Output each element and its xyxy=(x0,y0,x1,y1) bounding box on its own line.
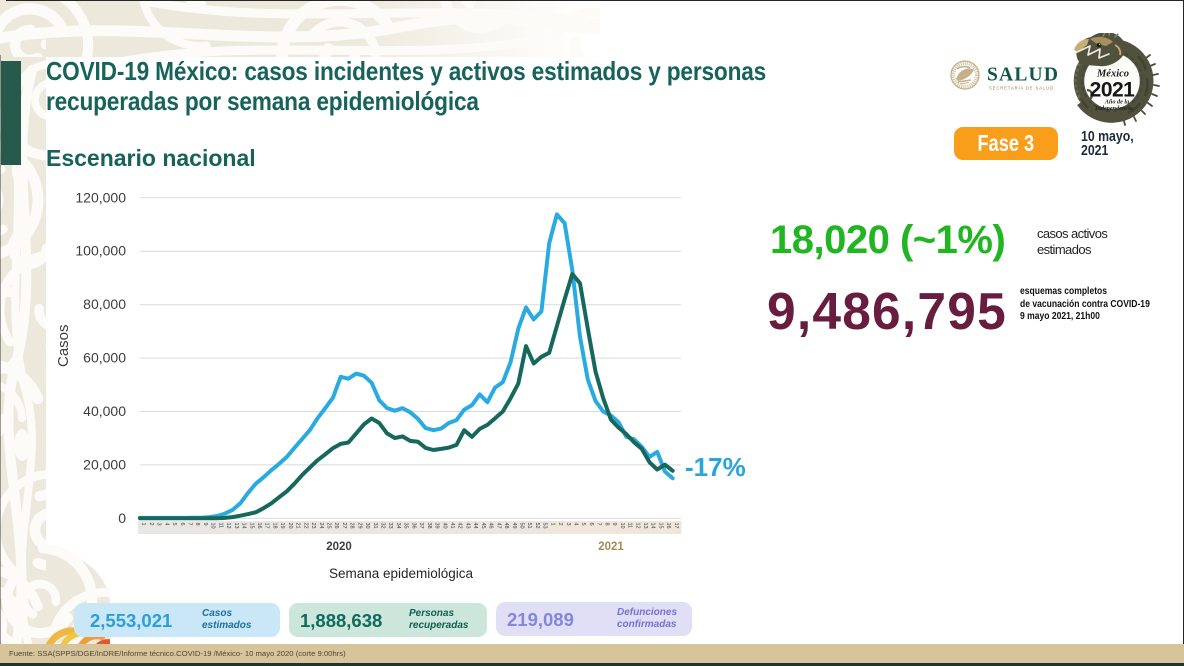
svg-text:40,000: 40,000 xyxy=(83,403,126,419)
svg-text:6: 6 xyxy=(588,523,594,526)
svg-text:15: 15 xyxy=(248,523,254,529)
svg-text:22: 22 xyxy=(302,523,308,529)
svg-text:29: 29 xyxy=(356,523,362,529)
svg-text:4: 4 xyxy=(163,523,169,526)
svg-text:60,000: 60,000 xyxy=(83,350,126,366)
svg-text:9: 9 xyxy=(202,523,208,526)
svg-text:9: 9 xyxy=(611,523,617,526)
svg-text:Semana epidemiológica: Semana epidemiológica xyxy=(329,566,474,581)
svg-text:17: 17 xyxy=(264,523,270,529)
svg-text:80,000: 80,000 xyxy=(83,296,126,312)
svg-text:52: 52 xyxy=(534,523,540,529)
svg-text:41: 41 xyxy=(449,523,455,529)
svg-text:49: 49 xyxy=(511,523,517,529)
svg-text:7: 7 xyxy=(187,523,193,526)
svg-text:2: 2 xyxy=(148,523,154,526)
svg-text:23: 23 xyxy=(310,523,316,529)
svg-text:51: 51 xyxy=(526,523,532,529)
svg-text:12: 12 xyxy=(225,523,231,529)
svg-text:46: 46 xyxy=(488,523,494,529)
svg-text:2021: 2021 xyxy=(1090,79,1136,102)
svg-text:13: 13 xyxy=(233,523,239,529)
svg-text:México: México xyxy=(1096,69,1129,80)
svg-text:4: 4 xyxy=(573,523,579,526)
svg-text:35: 35 xyxy=(403,523,409,529)
svg-text:20,000: 20,000 xyxy=(83,456,126,472)
svg-text:31: 31 xyxy=(372,523,378,529)
svg-text:40: 40 xyxy=(441,523,447,529)
svg-text:33: 33 xyxy=(387,523,393,529)
svg-text:6: 6 xyxy=(179,523,185,526)
svg-text:1: 1 xyxy=(140,523,146,526)
svg-text:2021: 2021 xyxy=(598,541,624,553)
svg-text:27: 27 xyxy=(341,523,347,529)
svg-text:1: 1 xyxy=(549,523,555,526)
svg-text:47: 47 xyxy=(495,523,501,529)
svg-text:Año de la: Año de la xyxy=(1104,99,1129,106)
svg-text:25: 25 xyxy=(326,523,332,529)
svg-text:SECRETARÍA DE SALUD: SECRETARÍA DE SALUD xyxy=(989,86,1054,91)
svg-text:16: 16 xyxy=(256,523,262,529)
svg-text:50: 50 xyxy=(519,523,525,529)
svg-text:100,000: 100,000 xyxy=(75,243,126,259)
svg-text:45: 45 xyxy=(480,523,486,529)
svg-text:11: 11 xyxy=(217,523,223,529)
svg-text:16: 16 xyxy=(665,523,671,529)
svg-text:20: 20 xyxy=(287,523,293,529)
svg-text:34: 34 xyxy=(395,523,401,529)
svg-text:5: 5 xyxy=(580,523,586,526)
svg-text:15: 15 xyxy=(657,523,663,529)
svg-text:5: 5 xyxy=(171,523,177,526)
svg-text:32: 32 xyxy=(380,523,386,529)
svg-text:17: 17 xyxy=(673,523,679,529)
svg-text:19: 19 xyxy=(279,523,285,529)
svg-text:10: 10 xyxy=(210,523,216,529)
svg-text:12: 12 xyxy=(634,523,640,529)
svg-text:21: 21 xyxy=(295,523,301,529)
svg-text:0: 0 xyxy=(118,510,126,526)
svg-text:44: 44 xyxy=(472,523,478,529)
svg-text:30: 30 xyxy=(364,523,370,529)
svg-text:Independencia: Independencia xyxy=(1094,105,1133,112)
svg-text:11: 11 xyxy=(627,523,633,529)
svg-text:48: 48 xyxy=(503,523,509,529)
svg-text:39: 39 xyxy=(434,523,440,529)
svg-text:28: 28 xyxy=(349,523,355,529)
svg-text:120,000: 120,000 xyxy=(75,189,126,205)
svg-text:2: 2 xyxy=(557,523,563,526)
svg-text:SALUD: SALUD xyxy=(987,65,1059,86)
svg-text:3: 3 xyxy=(565,523,571,526)
svg-text:42: 42 xyxy=(457,523,463,529)
svg-text:8: 8 xyxy=(603,523,609,526)
svg-text:8: 8 xyxy=(194,523,200,526)
svg-text:13: 13 xyxy=(642,523,648,529)
svg-text:2020: 2020 xyxy=(326,541,352,553)
svg-text:37: 37 xyxy=(418,523,424,529)
svg-text:24: 24 xyxy=(318,523,324,529)
svg-text:3: 3 xyxy=(156,523,162,526)
svg-text:14: 14 xyxy=(650,523,656,529)
svg-text:18: 18 xyxy=(271,523,277,529)
svg-text:10: 10 xyxy=(619,523,625,529)
svg-text:14: 14 xyxy=(241,523,247,529)
svg-text:53: 53 xyxy=(542,523,548,529)
svg-text:36: 36 xyxy=(410,523,416,529)
svg-text:38: 38 xyxy=(426,523,432,529)
svg-text:26: 26 xyxy=(333,523,339,529)
svg-text:7: 7 xyxy=(596,523,602,526)
svg-text:Casos: Casos xyxy=(55,324,72,367)
svg-text:43: 43 xyxy=(464,523,470,529)
